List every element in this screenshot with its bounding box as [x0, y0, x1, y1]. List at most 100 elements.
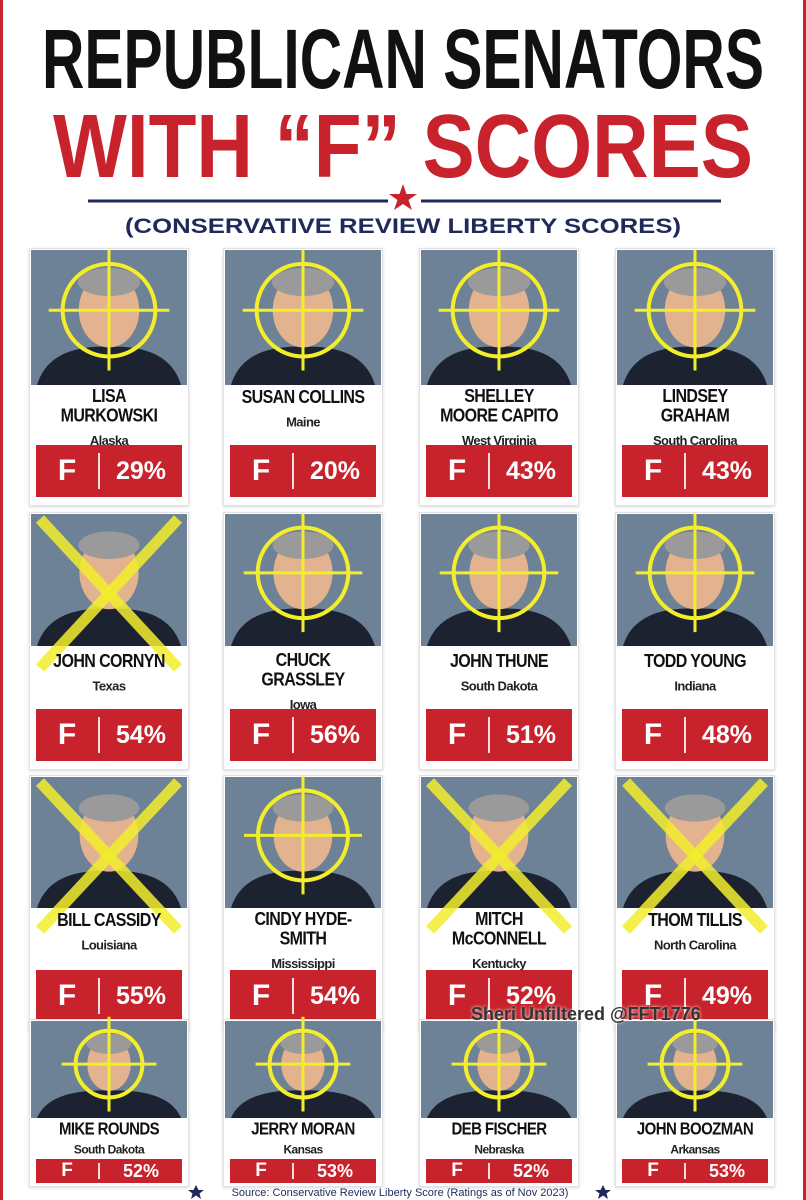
divider	[98, 978, 100, 1014]
grade: F	[57, 979, 77, 1012]
hair	[78, 794, 140, 822]
photo	[225, 1016, 381, 1118]
hair	[664, 794, 726, 822]
name-block: BILL CASSIDY Louisiana	[34, 911, 184, 955]
score-badge: F 53%	[230, 1159, 376, 1183]
grade: F	[57, 718, 77, 751]
title-line-1: REPUBLICAN SENATORS	[42, 12, 764, 106]
senator-card: LINDSEY GRAHAM South Carolina F 43%	[615, 248, 775, 506]
score-badge: F 20%	[230, 445, 376, 497]
divider	[292, 1163, 294, 1179]
photo	[31, 1016, 187, 1118]
senator-card: SHELLEY MOORE CAPITO West Virginia F 43%	[419, 248, 579, 506]
score: 52%	[122, 1160, 160, 1181]
grade: F	[251, 979, 271, 1012]
divider	[684, 978, 686, 1014]
divider	[684, 1163, 686, 1179]
hair	[78, 531, 140, 560]
senator-card: BILL CASSIDY Louisiana F 55%	[29, 775, 189, 1031]
senator-card: MIKE ROUNDS South Dakota F 52%	[29, 1016, 189, 1187]
senator-name: MITCH McCONNELL	[451, 909, 547, 949]
divider	[488, 978, 490, 1014]
senator-name: JOHN CORNYN	[53, 652, 165, 672]
hair	[468, 794, 530, 822]
divider	[292, 717, 294, 753]
senator-name: BILL CASSIDY	[57, 911, 161, 931]
photo	[225, 249, 381, 385]
name-block: THOM TILLIS North Carolina	[620, 911, 770, 955]
score-badge: F 43%	[426, 445, 572, 497]
score-badge: F 43%	[622, 445, 768, 497]
grade: F	[57, 454, 77, 487]
score: 20%	[309, 456, 361, 485]
senator-state: North Carolina	[654, 937, 736, 953]
score: 54%	[115, 720, 167, 749]
senator-name: MIKE ROUNDS	[58, 1119, 160, 1139]
photo	[31, 249, 187, 385]
senator-card: JOHN CORNYN Texas F 54%	[29, 512, 189, 770]
score: 48%	[701, 720, 753, 749]
name-block: TODD YOUNG Indiana	[620, 652, 770, 696]
photo	[617, 513, 773, 646]
senator-state: South Dakota	[73, 1142, 145, 1157]
name-block: SUSAN COLLINS Maine	[228, 388, 378, 432]
subtitle: (CONSERVATIVE REVIEW LIBERTY SCORES)	[125, 215, 681, 238]
senator-state: Kansas	[283, 1142, 323, 1157]
score: 55%	[115, 981, 167, 1010]
divider	[98, 453, 100, 489]
score-badge: F 52%	[426, 970, 572, 1022]
senator-name: DEB FISCHER	[451, 1119, 547, 1139]
senator-card: DEB FISCHER Nebraska F 52%	[419, 1016, 579, 1187]
star	[188, 1185, 204, 1199]
grade: F	[255, 1160, 267, 1181]
score-badge: F 49%	[622, 970, 768, 1022]
score-badge: F 52%	[36, 1159, 182, 1183]
cross-line	[621, 778, 769, 934]
senator-state: Alaska	[89, 432, 129, 448]
senator-card: SUSAN COLLINS Maine F 20%	[223, 248, 383, 506]
senator-state: Texas	[92, 678, 127, 694]
score: 52%	[505, 981, 557, 1010]
senator-state: Arkansas	[670, 1142, 720, 1157]
name-block: DEB FISCHER Nebraska	[424, 1119, 574, 1159]
grade: F	[251, 718, 271, 751]
star	[595, 1185, 611, 1199]
score: 43%	[701, 456, 753, 485]
score: 56%	[309, 720, 361, 749]
senator-card: THOM TILLIS North Carolina F 49%	[615, 775, 775, 1031]
photo	[617, 777, 773, 934]
score-badge: F 54%	[230, 970, 376, 1022]
senator-state: South Carolina	[652, 432, 738, 448]
senator-state: Louisiana	[81, 937, 137, 953]
senator-name: LINDSEY GRAHAM	[660, 386, 730, 426]
score: 54%	[309, 981, 361, 1010]
footer: Source: Conservative Review Liberty Scor…	[188, 1185, 611, 1199]
cross-line	[425, 778, 573, 934]
senator-state: Mississippi	[271, 955, 335, 971]
score: 51%	[505, 720, 557, 749]
grade: F	[251, 454, 271, 487]
divider	[684, 453, 686, 489]
score: 29%	[115, 456, 167, 485]
senator-card: CHUCK GRASSLEY Iowa F 56%	[223, 512, 383, 770]
score-badge: F 54%	[36, 709, 182, 761]
grade: F	[61, 1160, 73, 1181]
senator-card: JOHN BOOZMAN Arkansas F 53%	[615, 1016, 775, 1187]
divider	[98, 717, 100, 753]
senator-name: SUSAN COLLINS	[241, 388, 365, 408]
senator-state: Nebraska	[474, 1142, 524, 1157]
senator-name: TODD YOUNG	[644, 652, 746, 672]
score: 53%	[316, 1160, 354, 1181]
score: 43%	[505, 456, 557, 485]
photo	[421, 513, 577, 646]
divider	[292, 453, 294, 489]
senator-name: JOHN THUNE	[449, 652, 549, 672]
cross-line	[35, 515, 183, 672]
score-badge: F 52%	[426, 1159, 572, 1183]
grade: F	[647, 1160, 659, 1181]
name-block: LISA MURKOWSKI Alaska	[34, 387, 184, 450]
photo	[421, 1016, 577, 1118]
score: 53%	[708, 1160, 746, 1181]
score-badge: F 29%	[36, 445, 182, 497]
senator-state: West Virginia	[461, 432, 537, 448]
